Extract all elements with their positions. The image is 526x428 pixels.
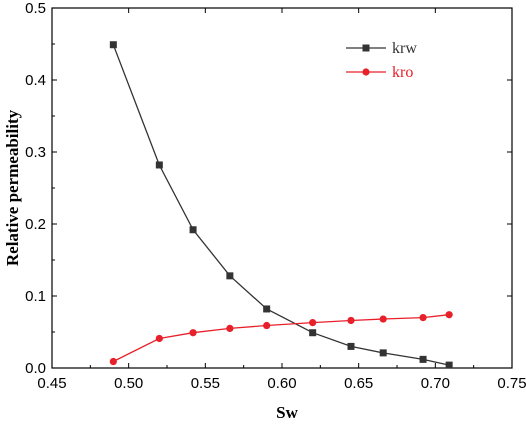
y-tick-label: 0.0 [25, 360, 46, 377]
point-krw [379, 349, 387, 357]
legend-label-krw: krw [392, 40, 417, 57]
y-tick-label: 0.5 [25, 0, 46, 17]
x-tick-label: 0.45 [37, 375, 66, 392]
point-kro [189, 329, 197, 337]
point-kro [263, 321, 271, 330]
plot-area [109, 41, 453, 369]
y-tick-label: 0.2 [25, 216, 46, 233]
point-kro [309, 319, 317, 327]
x-tick-label: 0.70 [421, 375, 450, 392]
point-krw [109, 41, 117, 49]
point-kro [445, 311, 453, 319]
y-axis-title: Relative permeability [3, 109, 22, 266]
x-tick-label: 0.55 [191, 375, 220, 392]
series-line-krw [112, 44, 450, 366]
point-krw [189, 226, 197, 234]
axes: 0.45 0.50 0.55 0.60 0.65 0.70 0.75 0.0 0.1 0.2 0.3… [25, 0, 526, 392]
legend-label-kro: kro [392, 64, 413, 81]
point-krw [309, 329, 317, 337]
y-tick-label: 0.1 [25, 288, 46, 305]
point-krw [155, 161, 163, 169]
point-krw [445, 361, 453, 369]
point-kro [347, 316, 355, 325]
point-krw [347, 342, 355, 350]
x-axis-title: Sw [276, 403, 298, 422]
point-kro [419, 314, 427, 322]
point-kro [226, 324, 234, 332]
point-kro [379, 315, 387, 323]
y-tick-label: 0.4 [25, 72, 46, 89]
point-krw [419, 355, 427, 363]
series-line-kro [113, 314, 450, 363]
x-tick-label: 0.60 [267, 375, 296, 392]
y-tick-label: 0.3 [25, 144, 46, 161]
point-kro [155, 334, 163, 343]
point-krw [263, 305, 271, 313]
x-tick-label: 0.75 [497, 375, 526, 392]
plot-frame [51, 7, 513, 369]
legend-marker-krw [362, 44, 370, 52]
legend: krw kro [346, 40, 417, 81]
x-tick-label: 0.65 [344, 375, 373, 392]
x-tick-label: 0.50 [114, 375, 143, 392]
legend-marker-kro [362, 68, 370, 76]
point-kro [109, 357, 117, 366]
point-krw [226, 272, 234, 280]
